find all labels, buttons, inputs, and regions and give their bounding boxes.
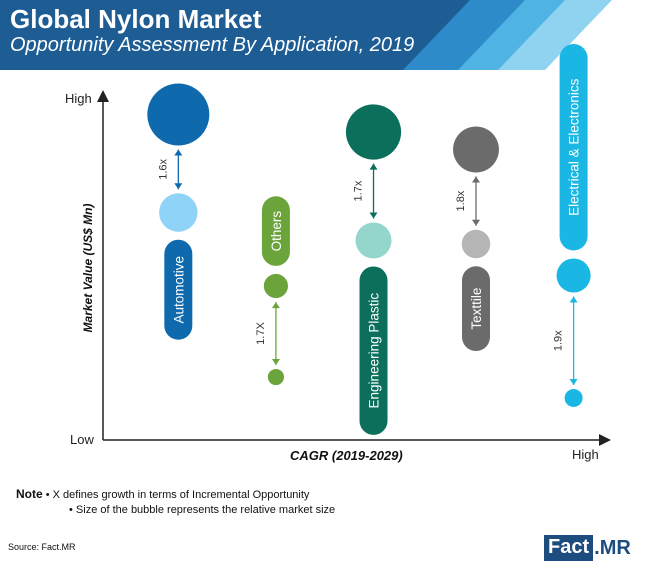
- logo-dot: .: [594, 536, 600, 559]
- note-label: Note: [16, 487, 43, 501]
- others-bubble-top: [263, 273, 289, 299]
- chart-notes: Note • X defines growth in terms of Incr…: [16, 487, 335, 518]
- texttile-bubble-top: [453, 126, 499, 173]
- others-bubble-bottom: [267, 368, 284, 386]
- texttile-label-pill: [462, 266, 490, 352]
- texttile-arrowhead-top: [472, 176, 480, 183]
- texttile-category-label: Texttile: [469, 288, 484, 330]
- automotive-bubble-top: [147, 83, 210, 146]
- electrical-electronics-label-pill: [559, 44, 588, 251]
- others-arrowhead-bottom: [271, 358, 280, 365]
- electrical-electronics-arrowhead-bottom: [569, 379, 578, 386]
- automotive-growth-label: 1.6x: [157, 158, 169, 179]
- electrical-electronics-bubble-bottom: [564, 389, 583, 407]
- chart-marks: 1.6x Automotive 1.7X Others 1.7x Engineering …: [147, 44, 591, 435]
- header-background: [0, 0, 612, 70]
- others-growth-label: 1.7X: [255, 322, 267, 345]
- y-axis-high-label: High: [65, 91, 92, 106]
- source-text: Source: Fact.MR: [8, 542, 76, 552]
- automotive-bubble-bottom: [159, 193, 198, 232]
- electrical-electronics-arrowhead-top: [569, 296, 578, 303]
- x-axis-title: CAGR (2019-2029): [290, 448, 403, 463]
- logo-suffix: MR: [599, 536, 631, 559]
- automotive-arrowhead-top: [174, 149, 183, 156]
- bubble-chart: High Low High CAGR (2019-2029) Market Va…: [65, 44, 611, 463]
- electrical-electronics-bubble-top: [556, 258, 591, 293]
- engineering-plastic-arrowhead-bottom: [369, 212, 378, 219]
- engineering-plastic-bubble-bottom: [355, 222, 392, 259]
- automotive-label-pill: [164, 239, 193, 340]
- header-main-band: [0, 0, 470, 70]
- logo-box: Fact: [544, 535, 594, 561]
- header-banner: Global Nylon Market Opportunity Assessme…: [0, 0, 650, 70]
- x-axis-high-label: High: [572, 447, 599, 462]
- header-stripe-1: [391, 0, 525, 70]
- texttile-arrowhead-bottom: [472, 219, 480, 226]
- automotive-arrowhead-bottom: [174, 183, 183, 190]
- engineering-plastic-growth-label: 1.7x: [353, 180, 365, 201]
- page-title: Global Nylon Market: [10, 4, 262, 34]
- texttile-bubble-bottom: [461, 229, 491, 259]
- electrical-electronics-category-label: Electrical & Electronics: [567, 78, 582, 216]
- engineering-plastic-category-label: Engineering Plastic: [367, 293, 382, 409]
- factmr-logo: Fact . MR: [544, 534, 631, 562]
- page-subtitle: Opportunity Assessment By Application, 2…: [10, 34, 415, 56]
- others-label-pill: [261, 196, 290, 266]
- automotive-category-label: Automotive: [171, 256, 186, 324]
- y-axis-title: Market Value (US$ Mn): [81, 204, 95, 333]
- others-arrowhead-top: [271, 302, 280, 309]
- note-line-2: • Size of the bubble represents the rela…: [69, 504, 336, 516]
- others-category-label: Others: [269, 211, 284, 252]
- engineering-plastic-arrowhead-top: [369, 163, 378, 170]
- texttile-growth-label: 1.8x: [455, 190, 467, 211]
- engineering-plastic-bubble-top: [345, 104, 402, 160]
- electrical-electronics-growth-label: 1.9x: [553, 330, 565, 351]
- note-line-1: • X defines growth in terms of Increment…: [45, 489, 310, 501]
- engineering-plastic-label-pill: [359, 266, 388, 435]
- y-axis-low-label: Low: [70, 432, 94, 447]
